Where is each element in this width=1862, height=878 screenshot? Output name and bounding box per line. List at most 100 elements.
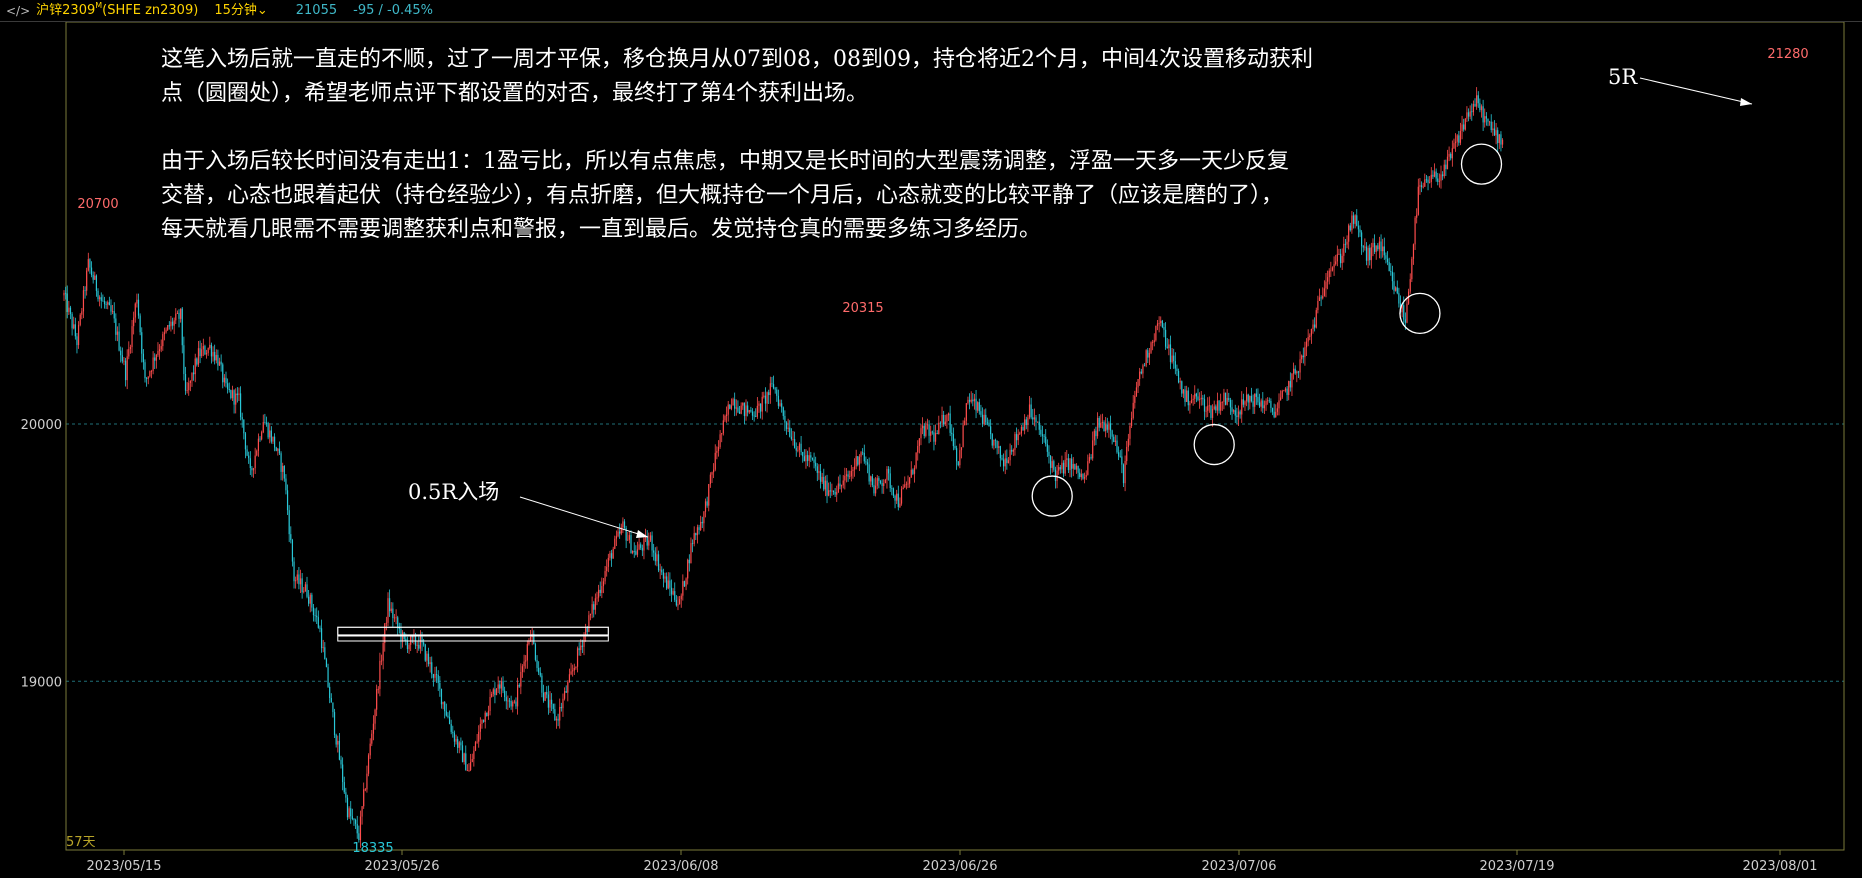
candle xyxy=(669,572,671,596)
candle xyxy=(429,656,431,673)
note-line: 点（圆圈处），希望老师点评下都设置的对否，最终打了第4个获利出场。 xyxy=(161,81,868,106)
candle xyxy=(547,685,549,715)
candle xyxy=(1061,455,1063,474)
candle xyxy=(607,553,609,573)
candle xyxy=(303,587,305,594)
candle xyxy=(296,570,298,584)
candle xyxy=(1030,397,1032,420)
candle xyxy=(1297,370,1300,379)
candle xyxy=(423,639,425,647)
candle xyxy=(353,818,355,826)
exit-label: 5R xyxy=(1608,65,1638,89)
candle xyxy=(1171,347,1173,364)
candle xyxy=(1339,248,1342,268)
candle xyxy=(943,410,945,427)
candle xyxy=(764,387,767,412)
candle xyxy=(641,544,643,557)
x-tick-label: 2023/05/15 xyxy=(87,859,162,874)
y-tick-label: 20000 xyxy=(21,418,62,433)
candle xyxy=(1087,454,1089,476)
candle xyxy=(977,401,979,413)
candle xyxy=(1048,445,1050,464)
candle xyxy=(1176,364,1178,377)
candle xyxy=(1373,234,1376,254)
candle xyxy=(1440,165,1442,189)
symbol-name[interactable]: 沪锌2309M(SHFE zn2309) xyxy=(36,0,198,22)
candle xyxy=(760,403,762,419)
candle xyxy=(805,449,807,469)
candle xyxy=(965,402,967,426)
candle xyxy=(1429,175,1431,184)
candle xyxy=(374,708,376,730)
candle xyxy=(1035,415,1037,431)
candle xyxy=(116,326,119,342)
candle xyxy=(223,374,225,387)
candle xyxy=(941,406,943,428)
candle xyxy=(1130,411,1133,428)
candle xyxy=(588,610,590,633)
candle xyxy=(643,535,645,560)
candle xyxy=(199,340,201,364)
candle xyxy=(434,666,436,682)
candle xyxy=(837,476,839,494)
note-line: 每天就看几眼需不需要调整获利点和警报，一直到最后。发觉持仓真的需要多练习多经历。 xyxy=(161,217,1041,242)
candle xyxy=(256,449,258,457)
candle xyxy=(1398,287,1400,308)
candle xyxy=(688,554,690,572)
candle xyxy=(146,376,148,387)
candle xyxy=(82,286,85,319)
candle xyxy=(227,378,229,394)
candle xyxy=(359,810,362,848)
candle xyxy=(1140,368,1142,375)
candle xyxy=(753,411,755,422)
x-tick-label: 2023/06/26 xyxy=(923,859,998,874)
candle xyxy=(1118,446,1120,461)
candle xyxy=(1330,261,1332,277)
candle xyxy=(1446,149,1449,170)
candle xyxy=(654,547,656,566)
candle xyxy=(622,517,624,534)
candle xyxy=(541,673,543,698)
candle xyxy=(1464,118,1466,131)
candle xyxy=(358,825,360,843)
candle xyxy=(102,294,104,302)
y-tick-label: 19000 xyxy=(21,675,62,690)
candle xyxy=(1380,234,1382,259)
candle xyxy=(144,359,146,383)
chart-switch-icon[interactable]: </> xyxy=(6,4,31,18)
candle xyxy=(698,524,700,535)
candle xyxy=(1469,105,1471,120)
candle xyxy=(124,357,127,387)
candle xyxy=(1220,393,1222,415)
candle xyxy=(576,646,579,673)
candle xyxy=(392,602,394,627)
candle xyxy=(981,407,984,428)
candle xyxy=(238,387,240,402)
candle xyxy=(1019,431,1021,435)
candle xyxy=(798,442,801,458)
candle xyxy=(1215,404,1217,414)
candle xyxy=(536,655,538,672)
candle xyxy=(147,376,149,385)
candle xyxy=(1292,362,1295,380)
candle xyxy=(1425,175,1428,183)
candle xyxy=(1200,391,1202,406)
candle xyxy=(782,406,784,420)
timeframe-dropdown[interactable]: 15分钟⌄ xyxy=(214,0,267,22)
candlestick-chart[interactable]: 0.5R入场 5R 20000 19000 2023/05/15 2023/05/26… xyxy=(0,22,1862,878)
candle xyxy=(1459,122,1462,146)
candle xyxy=(1480,104,1483,118)
candle xyxy=(980,404,982,418)
candle xyxy=(1017,429,1019,446)
candle xyxy=(1134,390,1136,409)
candle xyxy=(1124,455,1126,492)
candle xyxy=(1179,377,1181,390)
candle xyxy=(1501,138,1504,149)
candle xyxy=(996,440,998,455)
candle xyxy=(131,319,133,354)
candle xyxy=(499,680,501,695)
candle xyxy=(881,479,883,494)
candle xyxy=(306,576,308,599)
candle xyxy=(714,444,716,472)
candle xyxy=(657,550,660,573)
